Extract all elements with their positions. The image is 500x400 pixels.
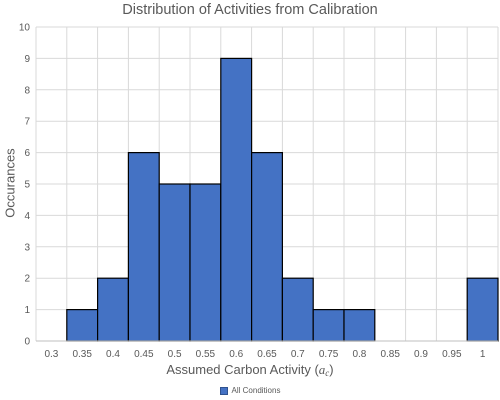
x-tick-label: 0.5 bbox=[168, 349, 182, 360]
histogram-bar bbox=[127, 152, 160, 342]
x-axis-label-close: ) bbox=[329, 362, 334, 377]
x-tick-label: 0.7 bbox=[291, 349, 305, 360]
y-tick-label: 3 bbox=[24, 242, 30, 253]
x-tick-label: 0.4 bbox=[106, 349, 120, 360]
histogram-bar bbox=[158, 183, 191, 342]
y-tick-label: 6 bbox=[24, 148, 30, 159]
legend-label: All Conditions bbox=[231, 386, 281, 395]
histogram-bar bbox=[312, 309, 345, 342]
x-axis-label-symbol: a bbox=[318, 362, 326, 377]
histogram-bar bbox=[189, 183, 222, 342]
x-tick-label: 0.55 bbox=[196, 349, 216, 360]
x-tick-label: 0.95 bbox=[442, 349, 462, 360]
histogram-bar bbox=[220, 57, 253, 342]
y-tick-label: 2 bbox=[24, 274, 30, 285]
x-tick-label: 0.75 bbox=[319, 349, 339, 360]
chart-title: Distribution of Activities from Calibrat… bbox=[122, 2, 378, 18]
x-tick-label: 0.45 bbox=[134, 349, 154, 360]
x-axis-label: Assumed Carbon Activity (ac) bbox=[0, 362, 500, 378]
x-tick-label: 0.85 bbox=[380, 349, 400, 360]
y-tick-label: 9 bbox=[24, 54, 30, 65]
x-axis-label-subscript: c bbox=[325, 368, 330, 378]
y-tick-label: 1 bbox=[24, 305, 30, 316]
x-tick-label: 0.9 bbox=[414, 349, 428, 360]
histogram-bar bbox=[251, 152, 284, 342]
x-axis-label-text: Assumed Carbon Activity ( bbox=[166, 362, 319, 377]
legend: All Conditions bbox=[0, 386, 500, 395]
x-tick-label: 0.6 bbox=[229, 349, 243, 360]
y-tick-label: 7 bbox=[24, 117, 30, 128]
x-tick-label: 0.65 bbox=[257, 349, 277, 360]
x-tick-label: 0.8 bbox=[352, 349, 366, 360]
histogram-bar bbox=[281, 277, 314, 342]
y-tick-label: 5 bbox=[24, 180, 30, 191]
histogram-bar bbox=[466, 277, 499, 342]
histogram-bar bbox=[343, 309, 376, 342]
legend-swatch bbox=[219, 386, 228, 395]
histogram-bar bbox=[96, 277, 129, 342]
x-tick-label: 0.3 bbox=[44, 349, 58, 360]
y-tick-label: 8 bbox=[24, 85, 30, 96]
x-tick-label: 0.35 bbox=[72, 349, 92, 360]
x-tick-label: 1 bbox=[480, 349, 486, 360]
histogram-bar bbox=[66, 309, 99, 342]
y-tick-label: 10 bbox=[19, 23, 31, 34]
y-tick-label: 0 bbox=[24, 337, 30, 348]
y-tick-label: 4 bbox=[24, 211, 30, 222]
